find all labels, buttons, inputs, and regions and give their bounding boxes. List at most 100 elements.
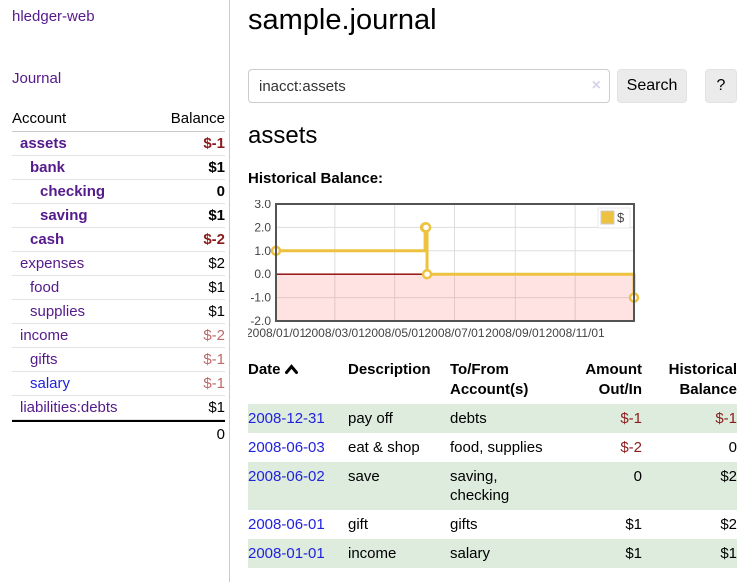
svg-text:2008/05/01: 2008/05/01 (365, 326, 425, 340)
transaction-balance: $1 (642, 539, 737, 568)
transaction-description: save (348, 462, 450, 510)
transaction-description: income (348, 539, 450, 568)
sidebar-account-row: liabilities:debts $1 (12, 396, 225, 420)
sidebar-account-row: gifts $-1 (12, 348, 225, 372)
transaction-amount: 0 (560, 462, 642, 510)
table-row: 2008-01-01 income salary $1 $1 (248, 539, 737, 568)
table-row: 2008-06-01 gift gifts $1 $2 (248, 510, 737, 539)
account-link-income[interactable]: income (20, 327, 69, 344)
account-link-checking[interactable]: checking (40, 183, 106, 200)
svg-text:3.0: 3.0 (254, 200, 271, 211)
accounts-table-header: Account Balance (12, 108, 225, 132)
historical-balance-chart: 3.0 2.0 1.0 0.0 -1.0 -2.0 2008/01/01 2008/03/01… (246, 197, 640, 344)
transaction-date-link[interactable]: 2008-06-01 (248, 516, 325, 533)
account-heading: assets (248, 122, 318, 149)
account-link-salary[interactable]: salary (30, 375, 71, 392)
transaction-balance: $2 (642, 462, 737, 510)
account-balance: $-2 (203, 327, 225, 344)
accounts-total-value: 0 (216, 426, 225, 443)
accounts-table: Account Balance assets $-1 bank $1 checking 0… (12, 108, 225, 444)
transaction-amount: $-2 (620, 439, 642, 456)
transaction-balance: $2 (720, 516, 737, 533)
svg-text:2008/09/01: 2008/09/01 (485, 326, 545, 340)
account-balance: $1 (208, 207, 225, 224)
account-balance: $1 (208, 303, 225, 320)
balance-column-header: Balance (170, 110, 225, 127)
transaction-amount: $1 (560, 539, 642, 568)
app-brand-link[interactable]: hledger-web (12, 8, 95, 25)
table-row: 2008-12-31 pay off debts $-1 $-1 (248, 404, 737, 433)
register-column-header[interactable]: Date (248, 358, 348, 404)
transaction-balance: 0 (728, 439, 737, 456)
transaction-amount: $1 (625, 516, 642, 533)
sidebar: hledger-web Journal Account Balance asse… (0, 0, 230, 582)
table-row: 2008-06-03 eat & shop food, supplies $-2 0 (248, 433, 737, 462)
register-table: Date Description To/From Account(s) Amount Ou… (248, 358, 737, 568)
account-link-cash[interactable]: cash (30, 231, 65, 248)
table-row: 2008-06-02 save saving, checking 0 $2 (248, 462, 737, 510)
account-balance: $-1 (203, 375, 225, 392)
svg-text:2008/07/01: 2008/07/01 (424, 326, 484, 340)
account-link-expenses[interactable]: expenses (20, 255, 85, 272)
register-column-header: Description (348, 361, 431, 378)
search-button[interactable]: Search (617, 69, 687, 103)
transaction-date-link[interactable]: 2008-06-03 (248, 439, 325, 456)
transaction-date-link[interactable]: 2008-12-31 (248, 410, 325, 427)
account-link-saving[interactable]: saving (40, 207, 88, 224)
sidebar-item-journal[interactable]: Journal (12, 70, 62, 87)
account-balance: $-1 (203, 351, 225, 368)
search-input[interactable] (248, 69, 610, 103)
sidebar-account-row: expenses $2 (12, 252, 225, 276)
svg-text:-1.0: -1.0 (250, 291, 271, 305)
account-link-food[interactable]: food (30, 279, 60, 296)
svg-text:-2.0: -2.0 (250, 314, 271, 328)
transaction-accounts: debts (450, 404, 560, 433)
account-link-bank[interactable]: bank (30, 159, 66, 176)
page-title: sample.journal (248, 4, 437, 36)
svg-text:0.0: 0.0 (254, 267, 271, 281)
sidebar-account-row: income $-2 (12, 324, 225, 348)
account-balance: $1 (208, 279, 225, 296)
register-column-header: To/From Account(s) (450, 361, 529, 398)
account-balance: $1 (208, 159, 225, 176)
account-balance: $-2 (203, 231, 225, 248)
register-column-header: Amount Out/In (585, 361, 642, 398)
account-link-supplies[interactable]: supplies (30, 303, 86, 320)
transaction-accounts: gifts (450, 516, 478, 533)
accounts-total-row: 0 (12, 420, 225, 444)
register-column-header: Historical Balance (668, 361, 737, 398)
search-form: × Search ? (248, 69, 737, 103)
transaction-amount: $-1 (560, 404, 642, 433)
chart-title: Historical Balance: (248, 170, 384, 187)
main-panel: sample.journal × Search ? assets Histori… (246, 0, 742, 582)
clear-search-icon[interactable]: × (591, 77, 601, 94)
sidebar-account-row: food $1 (12, 276, 225, 300)
account-link-gifts[interactable]: gifts (30, 351, 58, 368)
transaction-accounts: food, supplies (450, 439, 543, 456)
account-link-assets[interactable]: assets (20, 135, 67, 152)
transaction-accounts: salary (450, 539, 560, 568)
account-balance: $2 (208, 255, 225, 272)
svg-text:1.0: 1.0 (254, 244, 271, 258)
sidebar-account-row: cash $-2 (12, 228, 225, 252)
sidebar-account-row: saving $1 (12, 204, 225, 228)
transaction-date-link[interactable]: 2008-01-01 (248, 545, 325, 562)
transaction-date-link[interactable]: 2008-06-02 (248, 468, 325, 485)
account-link-liabilities-debts[interactable]: liabilities:debts (20, 399, 118, 416)
chart-legend: $ (597, 207, 631, 229)
sidebar-account-row: assets $-1 (12, 132, 225, 156)
account-balance: $-1 (203, 135, 225, 152)
transaction-description: pay off (348, 404, 450, 433)
transaction-balance: $-1 (642, 404, 737, 433)
svg-text:2008/11/01: 2008/11/01 (546, 326, 605, 340)
svg-text:2008/01/01: 2008/01/01 (248, 326, 306, 340)
transaction-accounts: saving, checking (450, 462, 560, 510)
account-balance: 0 (216, 183, 225, 200)
account-balance: $1 (208, 399, 225, 416)
transaction-description: eat & shop (348, 439, 420, 456)
svg-text:2008/03/01: 2008/03/01 (305, 326, 365, 340)
sidebar-account-row: checking 0 (12, 180, 225, 204)
help-button[interactable]: ? (705, 69, 737, 103)
sidebar-account-row: supplies $1 (12, 300, 225, 324)
sidebar-account-row: salary $-1 (12, 372, 225, 396)
